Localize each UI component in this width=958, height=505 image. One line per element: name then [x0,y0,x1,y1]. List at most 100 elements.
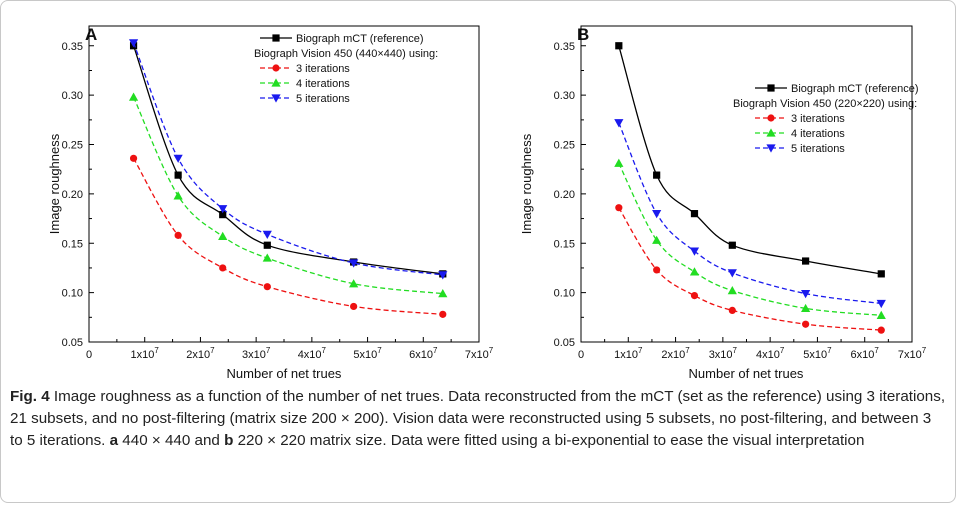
panel-a-x-axis-title: Number of net trues [227,366,342,381]
chart-canvas: A 0.05 0.10 0.15 0.20 0.25 0.30 0.35 0 1x107 2x1… [47,25,927,381]
y-tick-label: 0.25 [554,140,575,152]
y-tick-label: 0.30 [554,90,575,102]
y-tick-label: 0.20 [62,189,83,201]
y-tick-label: 0.10 [62,288,83,300]
series-3-point [438,271,448,280]
x-tick-label: 3x107 [242,346,271,361]
series-2-point [614,158,624,167]
panel-a-letter: A [85,25,97,44]
panel-b-legend-reference: Biograph mCT (reference) [791,83,919,95]
y-tick-label: 0.05 [62,337,83,349]
series-line-1 [133,157,443,316]
series-line-0 [132,45,443,275]
series-0-point [615,42,623,50]
series-3-point [689,247,700,256]
caption-figure-label: Fig. 4 [10,388,50,405]
x-tick-label: 1x107 [131,346,160,361]
caption-panel-a-ref: a [109,432,119,449]
x-tick-label: 0 [86,349,92,361]
series-1-point [802,320,810,328]
series-0-point [263,241,271,249]
series-line-3 [618,122,882,305]
legend-marker-3 [271,94,281,103]
series-2-point [218,231,228,240]
x-tick-label: 6x107 [851,346,880,361]
series-3-point [218,205,228,214]
panel-a-legend-group-label: Biograph Vision 450 (440×440) using: [254,48,438,60]
y-tick-label: 0.10 [554,288,575,300]
series-2-point [876,310,886,319]
panel-a-plot-frame [88,25,480,343]
panel-b-legend-group-label: Biograph Vision 450 (220×220) using: [733,98,917,110]
series-0-point [728,241,736,249]
series-1-point [129,154,138,162]
series-2-point [438,289,448,298]
series-3-point [128,39,139,48]
series-2-point [349,279,359,288]
series-3-point [876,299,886,309]
series-0-point [174,171,182,179]
series-1-point [219,264,227,272]
panel-a-legend-iter3: 3 iterations [296,63,350,75]
caption-text-part-2: 440 × 440 and [118,432,225,449]
y-tick-label: 0.15 [62,238,83,250]
series-1-point [615,204,623,212]
series-line-2 [618,163,882,316]
legend-marker-1 [767,114,775,122]
panel-a-legend-iter5: 5 iterations [296,93,350,105]
legend-marker-2 [271,78,281,87]
x-tick-label: 0 [578,349,584,361]
series-0-point [877,270,885,278]
series-line-3 [132,42,443,276]
series-1-point [690,291,699,300]
panel-b-legend-iter3: 3 iterations [791,113,845,125]
x-tick-label: 3x107 [709,346,738,361]
series-2-point [652,235,662,244]
legend-marker-3 [766,144,776,153]
panel-b-letter: B [577,25,589,44]
legend-marker-1 [272,64,280,72]
panel-a-legend-iter4: 4 iterations [296,78,350,90]
series-2-point [689,267,700,276]
y-tick-label: 0.30 [62,90,83,102]
series-3-point [801,290,811,299]
x-tick-label: 7x107 [898,346,927,361]
series-2-point [727,286,737,295]
legend-marker-2 [766,128,776,137]
series-2-point [173,191,183,200]
x-tick-label: 7x107 [465,346,494,361]
x-tick-label: 5x107 [353,346,382,361]
x-tick-label: 4x107 [756,346,785,361]
panel-b-y-axis: 0.05 0.10 0.15 0.20 0.25 0.30 0.35 [554,41,586,349]
series-line-2 [133,96,443,295]
panel-a-y-axis: 0.05 0.10 0.15 0.20 0.25 0.30 0.35 [62,41,94,349]
series-3-point [727,269,737,278]
series-3-point [262,230,272,239]
series-0-point [653,171,661,179]
panel-a-series-layer [128,39,448,318]
series-0-point [802,257,810,265]
caption-panel-b-ref: b [224,432,234,449]
series-3-point [349,259,359,268]
series-3-point [652,210,662,219]
series-1-point [877,326,885,334]
panel-a-y-axis-title: Image roughness [47,133,62,234]
y-tick-label: 0.15 [554,238,575,250]
series-0-point [690,210,699,218]
y-tick-label: 0.35 [554,41,575,53]
panel-b-x-axis-title: Number of net trues [689,366,804,381]
series-0-point [219,211,227,219]
panel-a-x-axis: 0 1x107 2x107 3x107 4x107 5x107 6x107 7x107 [86,337,494,361]
series-line-1 [618,207,882,331]
x-tick-label: 5x107 [803,346,832,361]
panel-b-legend: Biograph Vision 450 (220×220) using: Bio… [733,83,919,155]
panel-b-legend-iter5: 5 iterations [791,143,845,155]
caption-text-part-3: 220 × 220 matrix size. Data were fitted … [233,432,865,449]
x-tick-label: 4x107 [298,346,327,361]
series-1-point [263,283,271,291]
series-3-point [614,119,624,128]
chart-panel-b: B 0.05 0.10 0.15 0.20 0.25 0.30 0.35 0 1x107 2x1… [519,25,927,381]
figure-caption: Fig. 4 Image roughness as a function of … [10,386,946,452]
series-1-point [350,302,358,311]
